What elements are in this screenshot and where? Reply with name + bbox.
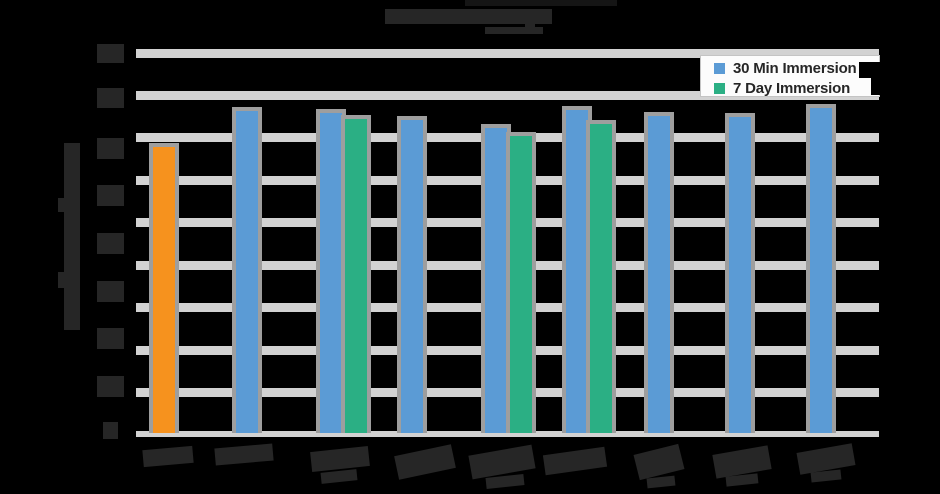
x-tick-label-redacted [468, 444, 536, 480]
bar-group4-30min [397, 116, 427, 433]
gridline-80 [136, 90, 879, 100]
bar-group8-30min [725, 113, 755, 433]
y-tick-label-redacted [97, 88, 124, 108]
y-axis-label-redacted [58, 272, 64, 288]
legend-swatch-blue [714, 62, 725, 74]
legend-label-30min: 30 Min Immersion [733, 59, 857, 77]
y-tick-label-redacted [97, 138, 124, 159]
legend-swatch-green [714, 82, 725, 94]
bar-group3-7day [341, 114, 371, 433]
y-axis-label-redacted [64, 143, 80, 330]
y-axis-label-redacted [58, 198, 64, 212]
bar-group9-30min [806, 104, 836, 433]
x-tick-label-redacted [712, 445, 772, 479]
y-tick-label-redacted [103, 422, 118, 439]
y-tick-label-redacted [97, 328, 124, 349]
y-tick-label-redacted [97, 281, 124, 302]
bar-group5-7day [506, 132, 536, 433]
legend-black-artifact-1 [859, 62, 931, 78]
legend-item-7day: 7 Day Immersion [714, 79, 879, 97]
legend-black-artifact-2 [871, 78, 933, 95]
x-tick-label-redacted [633, 443, 685, 481]
x-tick-label-redacted [485, 474, 525, 489]
x-tick-label-redacted [214, 443, 274, 466]
y-tick-label-redacted [97, 185, 124, 206]
x-tick-label-redacted [542, 446, 608, 476]
y-tick-label-redacted [97, 376, 124, 397]
chart-title-redacted [465, 0, 617, 6]
y-tick-label-redacted [97, 44, 124, 63]
chart-legend: 30 Min Immersion 7 Day Immersion [700, 55, 880, 97]
legend-item-30min: 30 Min Immersion [714, 59, 879, 77]
x-tick-label-redacted [725, 473, 759, 487]
legend-label-7day: 7 Day Immersion [733, 79, 851, 97]
chart-title-redacted [525, 22, 535, 27]
x-tick-label-redacted [810, 469, 842, 483]
bar-group6-7day [586, 119, 616, 433]
x-tick-label-redacted [320, 469, 358, 484]
x-tick-label-redacted [310, 446, 370, 472]
chart-title-redacted [485, 27, 543, 34]
gridline-90 [136, 48, 879, 58]
bar-group1-unlabeled-orange [149, 142, 179, 433]
y-tick-label-redacted [97, 233, 124, 254]
bar-group2-30min [232, 107, 262, 433]
x-tick-label-redacted [394, 444, 456, 480]
x-tick-label-redacted [646, 475, 676, 489]
chart-title-redacted [385, 9, 552, 24]
x-axis-line [136, 431, 879, 437]
x-tick-label-redacted [142, 445, 194, 468]
bar-group7-30min [644, 111, 674, 433]
